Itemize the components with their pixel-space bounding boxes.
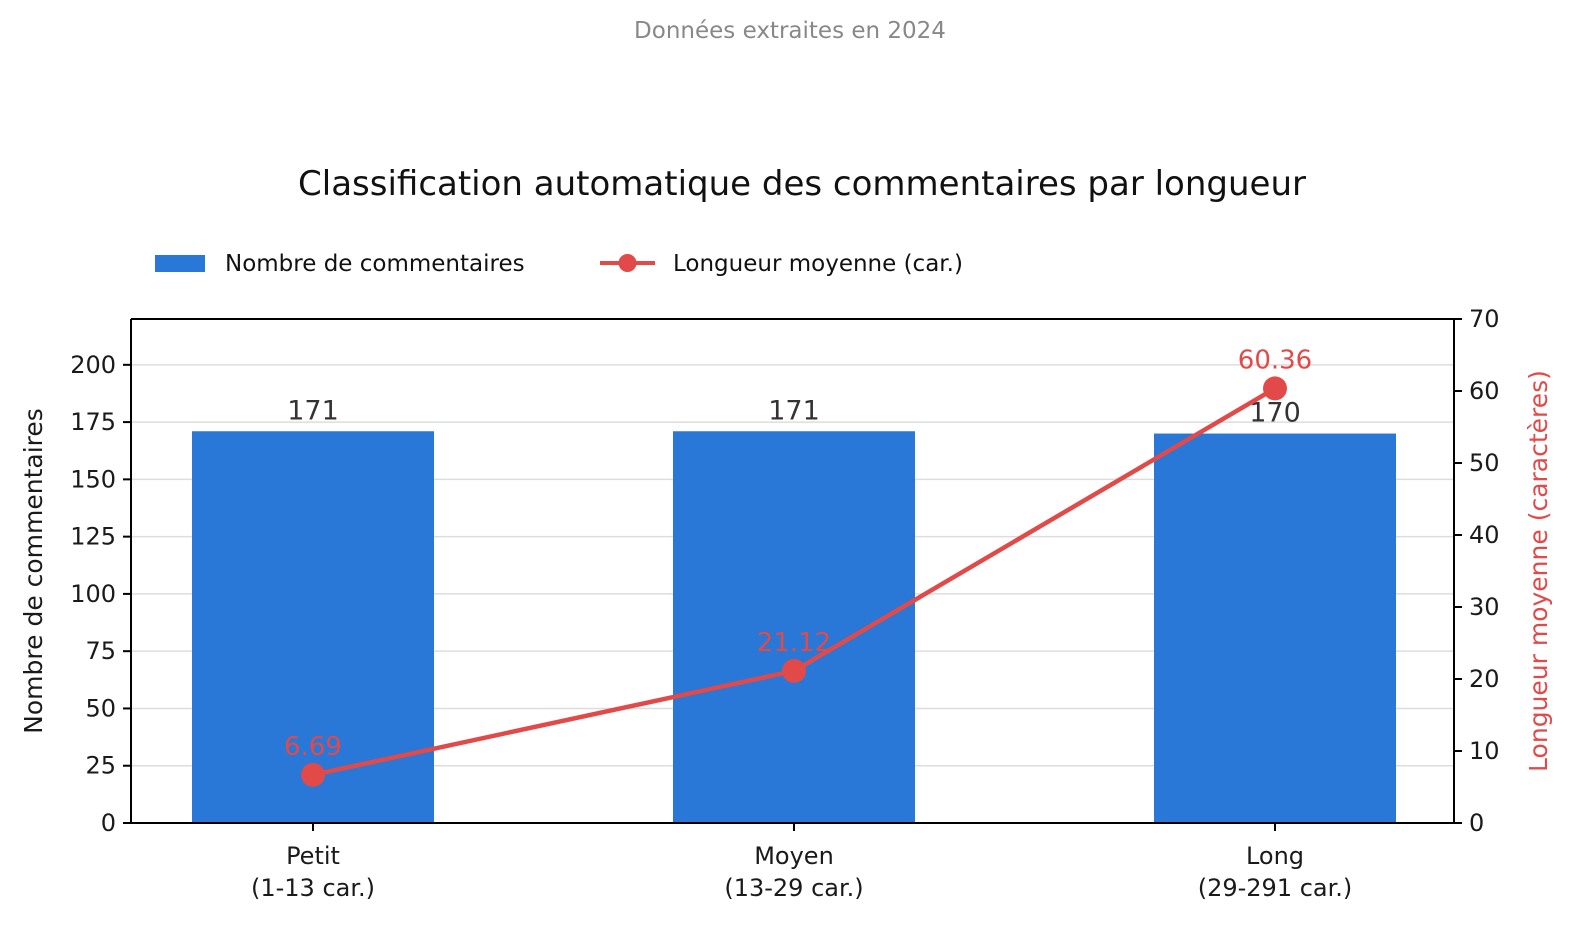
y2-tick-label: 40 bbox=[1469, 521, 1500, 549]
y2-tick-label: 30 bbox=[1469, 593, 1500, 621]
y-tick-label: 125 bbox=[70, 523, 116, 551]
bar-value-label: 171 bbox=[768, 395, 820, 426]
line-point bbox=[301, 762, 325, 787]
x-tick-label-range: (13-29 car.) bbox=[724, 874, 863, 902]
legend: Nombre de commentaires Longueur moyenne … bbox=[155, 251, 963, 277]
x-axis-ticks: Petit (1-13 car.) Moyen (13-29 car.) Long (29… bbox=[251, 823, 1352, 902]
y-axis-title: Nombre de commentaires bbox=[19, 408, 48, 734]
line-labels: 6.69 21.12 60.36 bbox=[284, 345, 1312, 761]
y-tick-label: 75 bbox=[85, 637, 116, 665]
line-value-label: 60.36 bbox=[1238, 345, 1312, 375]
bars bbox=[192, 431, 1396, 823]
bar-value-label: 171 bbox=[287, 395, 339, 426]
y-tick-label: 0 bbox=[101, 809, 116, 837]
x-tick-label-range: (29-291 car.) bbox=[1198, 874, 1353, 902]
line-point bbox=[782, 658, 806, 683]
y-tick-label: 200 bbox=[70, 351, 116, 379]
line-value-label: 21.12 bbox=[757, 628, 831, 658]
y-tick-label: 25 bbox=[85, 752, 116, 780]
left-axis-ticks: 0 25 50 75 100 125 150 175 200 bbox=[70, 351, 131, 837]
y2-tick-label: 60 bbox=[1469, 377, 1500, 405]
y2-tick-label: 50 bbox=[1469, 449, 1500, 477]
y2-tick-label: 0 bbox=[1469, 809, 1484, 837]
x-tick-label-range: (1-13 car.) bbox=[251, 874, 375, 902]
chart-subtitle: Données extraites en 2024 bbox=[634, 18, 946, 44]
axes bbox=[130, 318, 1455, 824]
y-tick-label: 50 bbox=[85, 694, 116, 722]
line-value-label: 6.69 bbox=[284, 732, 342, 762]
y2-tick-label: 20 bbox=[1469, 665, 1500, 693]
y-tick-label: 175 bbox=[70, 408, 116, 436]
y2-tick-label: 10 bbox=[1469, 737, 1500, 765]
bar-value-label: 170 bbox=[1249, 398, 1301, 429]
legend-bar-label: Nombre de commentaires bbox=[225, 251, 525, 277]
line-series bbox=[301, 376, 1287, 787]
y2-axis-title: Longueur moyenne (caractères) bbox=[1524, 370, 1553, 772]
y-tick-label: 150 bbox=[70, 465, 116, 493]
y-tick-label: 100 bbox=[70, 580, 116, 608]
x-tick-label: Petit bbox=[286, 842, 340, 870]
bar-labels: 171 171 170 bbox=[287, 395, 1301, 428]
legend-line-label: Longueur moyenne (car.) bbox=[673, 251, 963, 277]
line-point bbox=[1263, 376, 1287, 401]
right-axis-ticks: 0 10 20 30 40 50 60 70 bbox=[1454, 305, 1500, 837]
chart-title: Classification automatique des commentai… bbox=[298, 164, 1306, 204]
x-tick-label: Moyen bbox=[754, 842, 834, 870]
legend-line-marker bbox=[618, 254, 637, 272]
bar bbox=[673, 431, 915, 823]
bar bbox=[1154, 433, 1396, 823]
x-tick-label: Long bbox=[1246, 842, 1304, 870]
y2-tick-label: 70 bbox=[1469, 305, 1500, 333]
legend-bar-swatch bbox=[155, 255, 205, 272]
